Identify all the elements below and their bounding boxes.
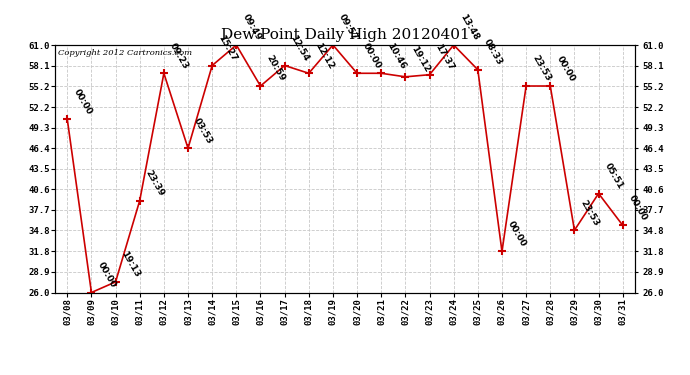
Text: 17:37: 17:37 bbox=[434, 42, 456, 72]
Text: 09:49: 09:49 bbox=[241, 13, 263, 42]
Text: 15:27: 15:27 bbox=[217, 33, 239, 63]
Text: 23:53: 23:53 bbox=[531, 54, 553, 83]
Text: 13:48: 13:48 bbox=[458, 13, 480, 42]
Text: 12:12: 12:12 bbox=[313, 41, 335, 70]
Text: 00:00: 00:00 bbox=[362, 42, 383, 70]
Text: 10:46: 10:46 bbox=[386, 41, 408, 70]
Text: 23:53: 23:53 bbox=[579, 198, 601, 228]
Text: 03:53: 03:53 bbox=[193, 116, 214, 146]
Text: 00:00: 00:00 bbox=[627, 194, 649, 222]
Text: 19:12: 19:12 bbox=[410, 45, 432, 74]
Text: 00:00: 00:00 bbox=[96, 261, 117, 290]
Text: 12:54: 12:54 bbox=[289, 33, 311, 63]
Text: 08:33: 08:33 bbox=[482, 38, 504, 67]
Text: Copyright 2012 Cartronics.com: Copyright 2012 Cartronics.com bbox=[58, 49, 193, 57]
Text: 09:23: 09:23 bbox=[168, 41, 190, 70]
Text: 00:00: 00:00 bbox=[555, 54, 576, 83]
Text: 09:57: 09:57 bbox=[337, 13, 359, 42]
Text: 00:00: 00:00 bbox=[72, 88, 93, 117]
Text: 05:51: 05:51 bbox=[603, 162, 624, 191]
Title: Dew Point Daily High 20120401: Dew Point Daily High 20120401 bbox=[221, 28, 469, 42]
Text: 20:59: 20:59 bbox=[265, 54, 287, 83]
Text: 23:39: 23:39 bbox=[144, 168, 166, 198]
Text: 00:00: 00:00 bbox=[506, 220, 528, 249]
Text: 19:13: 19:13 bbox=[120, 250, 142, 279]
